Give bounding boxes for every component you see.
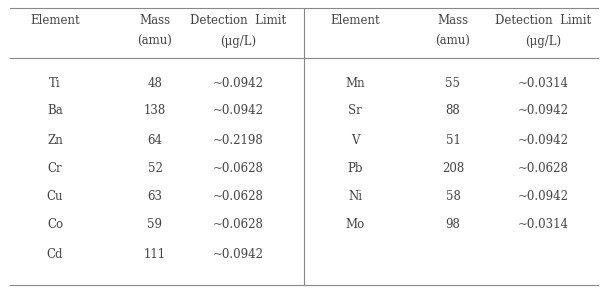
Text: 48: 48 xyxy=(148,76,162,89)
Text: ~0.0942: ~0.0942 xyxy=(213,105,263,117)
Text: 58: 58 xyxy=(446,190,460,204)
Text: 55: 55 xyxy=(446,76,460,89)
Text: Mn: Mn xyxy=(345,76,365,89)
Text: 98: 98 xyxy=(446,219,460,231)
Text: ~0.0942: ~0.0942 xyxy=(517,105,568,117)
Text: (μg/L): (μg/L) xyxy=(220,35,256,47)
Text: Cr: Cr xyxy=(47,161,62,175)
Text: 64: 64 xyxy=(148,134,162,146)
Text: Cu: Cu xyxy=(47,190,63,204)
Text: Cd: Cd xyxy=(47,248,63,260)
Text: (amu): (amu) xyxy=(137,35,173,47)
Text: Pb: Pb xyxy=(347,161,363,175)
Text: Element: Element xyxy=(30,13,80,26)
Text: 63: 63 xyxy=(148,190,162,204)
Text: ~0.0942: ~0.0942 xyxy=(517,190,568,204)
Text: ~0.0314: ~0.0314 xyxy=(517,219,568,231)
Text: Ba: Ba xyxy=(47,105,63,117)
Text: ~0.0314: ~0.0314 xyxy=(517,76,568,89)
Text: Sr: Sr xyxy=(348,105,362,117)
Text: 59: 59 xyxy=(148,219,162,231)
Text: Ni: Ni xyxy=(348,190,362,204)
Text: ~0.0628: ~0.0628 xyxy=(213,161,263,175)
Text: 88: 88 xyxy=(446,105,460,117)
Text: Co: Co xyxy=(47,219,63,231)
Text: Mass: Mass xyxy=(437,13,469,26)
Text: ~0.0942: ~0.0942 xyxy=(213,248,263,260)
Text: 111: 111 xyxy=(144,248,166,260)
Text: ~0.0628: ~0.0628 xyxy=(517,161,568,175)
Text: Element: Element xyxy=(330,13,380,26)
Text: (μg/L): (μg/L) xyxy=(525,35,561,47)
Text: ~0.0628: ~0.0628 xyxy=(213,219,263,231)
Text: 51: 51 xyxy=(446,134,460,146)
Text: Zn: Zn xyxy=(47,134,63,146)
Text: 138: 138 xyxy=(144,105,166,117)
Text: ~0.0942: ~0.0942 xyxy=(517,134,568,146)
Text: Detection  Limit: Detection Limit xyxy=(495,13,591,26)
Text: Detection  Limit: Detection Limit xyxy=(190,13,286,26)
Text: Ti: Ti xyxy=(49,76,61,89)
Text: ~0.0628: ~0.0628 xyxy=(213,190,263,204)
Text: V: V xyxy=(351,134,359,146)
Text: 52: 52 xyxy=(148,161,162,175)
Text: (amu): (amu) xyxy=(435,35,471,47)
Text: ~0.0942: ~0.0942 xyxy=(213,76,263,89)
Text: ~0.2198: ~0.2198 xyxy=(213,134,263,146)
Text: Mass: Mass xyxy=(139,13,171,26)
Text: Mo: Mo xyxy=(345,219,365,231)
Text: 208: 208 xyxy=(442,161,464,175)
